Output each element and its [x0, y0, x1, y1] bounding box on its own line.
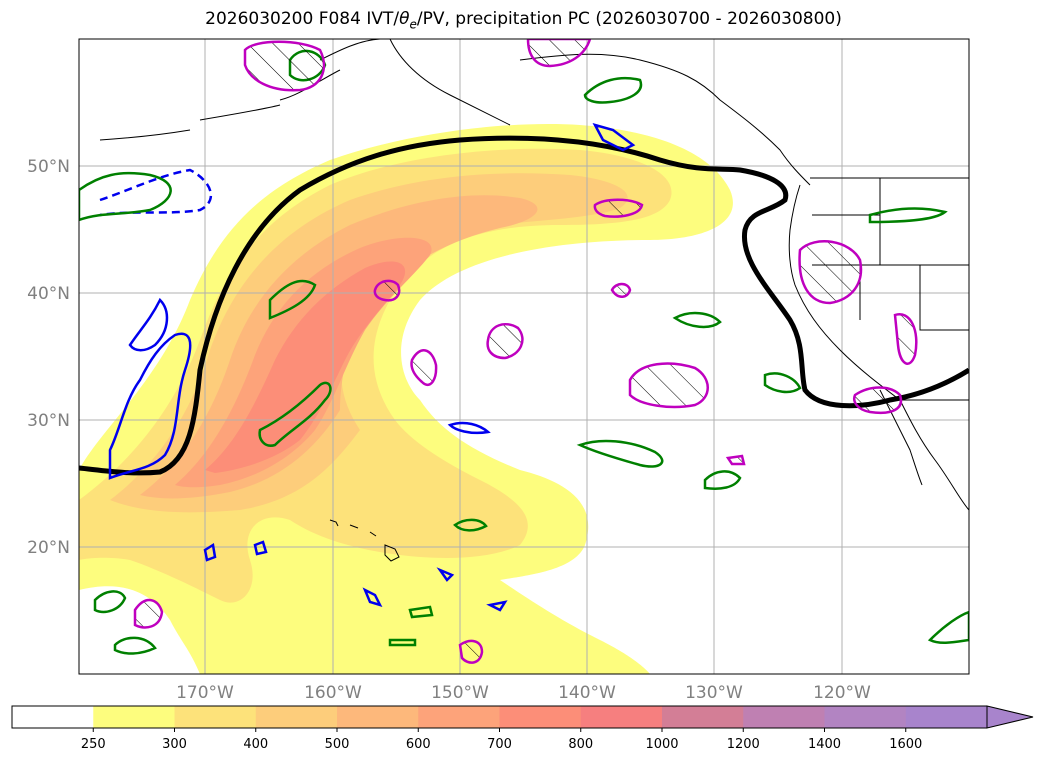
title-prefix: 2026030200 F084 IVT/: [205, 9, 400, 29]
theta-e-contour: [79, 135, 969, 476]
precip-pos-east1: [576, 439, 664, 468]
colorbar-tick-label: 1000: [645, 737, 678, 752]
colorbar-segment: [662, 706, 744, 728]
lon-tick-label: 170°W: [176, 683, 234, 703]
colorbar-tick-label: 1200: [727, 737, 760, 752]
map-title: 2026030200 F084 IVT/θe/PV, precipitation…: [0, 9, 1047, 31]
precip-negative-contours: [133, 39, 918, 664]
precip-pos-coast: [868, 207, 948, 224]
precip-pos-center: [672, 311, 722, 329]
colorbar-segment: [580, 706, 663, 728]
precip-neg-ne: [593, 198, 644, 218]
lon-tick-label: 120°W: [813, 683, 871, 703]
title-suffix: /PV, precipitation PC (2026030700 - 2026…: [416, 9, 842, 29]
colorbar-segment: [743, 706, 825, 728]
precip-neg-center3: [628, 362, 709, 409]
colorbar-segment: [255, 706, 338, 728]
precip-neg-center1: [486, 323, 524, 360]
pv-contour-south: [362, 567, 508, 612]
lat-tick-label: 50°N: [27, 157, 70, 177]
map-plot-area: [79, 39, 969, 674]
lon-tick-label: 150°W: [431, 683, 489, 703]
precip-pos-ar1: [268, 279, 317, 320]
precip-neg-small1: [610, 282, 632, 298]
colorbar-tick-label: 300: [162, 737, 187, 752]
colorbar-tick-label: 600: [406, 737, 431, 752]
colorbar-tick-label: 500: [325, 737, 350, 752]
colorbar-tick-label: 400: [243, 737, 268, 752]
lat-tick-label: 40°N: [27, 284, 70, 304]
precip-pos-ar2: [258, 381, 332, 447]
pv-contour-hawaii-a: [203, 542, 217, 562]
precip-pos-south: [93, 518, 488, 655]
lat-tick-labels: 20°N 30°N 40°N 50°N: [27, 157, 70, 558]
lon-tick-label: 140°W: [558, 683, 616, 703]
colorbar-segment: [499, 706, 582, 728]
title-theta-sub: e: [409, 17, 417, 32]
colorbar-segment: [12, 706, 94, 728]
precip-neg-south: [133, 598, 484, 664]
colorbar: 250 300 400 500 600 700 800 1000 1200 1400 1600: [11, 705, 1034, 752]
precip-pos-gulf: [583, 76, 643, 104]
colorbar-segment: [93, 706, 175, 728]
pv-contour-mid: [447, 421, 491, 435]
pv-contour-coast: [592, 123, 636, 152]
precip-pos-nw: [79, 171, 172, 222]
precip-pos-sw: [927, 610, 969, 644]
lon-tick-label: 130°W: [685, 683, 743, 703]
colorbar-segment: [174, 706, 257, 728]
lat-tick-label: 20°N: [27, 538, 70, 558]
colorbar-segment: [905, 706, 988, 728]
precip-pos-east2: [703, 470, 742, 490]
colorbar-segment: [824, 706, 907, 728]
map-frame: [78, 38, 970, 675]
colorbar-tick-label: 700: [487, 737, 512, 752]
colorbar-tick-label: 1400: [808, 737, 841, 752]
precip-neg-small2: [725, 454, 746, 466]
precip-neg-alaska: [243, 40, 326, 92]
precip-neg-mid: [373, 279, 401, 302]
colorbar-tick-label: 250: [81, 737, 106, 752]
lon-tick-labels: 170°W 160°W 150°W 140°W 130°W 120°W: [176, 683, 871, 703]
pv-contour-west: [108, 332, 192, 480]
precip-neg-center2: [410, 349, 438, 387]
colorbar-segment: [337, 706, 419, 728]
lon-tick-label: 160°W: [304, 683, 362, 703]
colorbar-segment: [418, 706, 500, 728]
precip-neg-baja: [853, 313, 918, 414]
precip-neg-california: [798, 240, 863, 305]
lat-tick-label: 30°N: [27, 411, 70, 431]
precip-neg-gulf: [526, 39, 592, 68]
west-coast: [788, 184, 969, 511]
precip-pos-ca: [763, 372, 802, 394]
colorbar-tick-label: 1600: [889, 737, 922, 752]
pv-contours: [99, 123, 636, 612]
hawaii-islands: [329, 519, 400, 562]
colorbar-extend-arrow: [986, 705, 1034, 729]
pv-contour-small: [128, 297, 169, 352]
title-theta: θ: [399, 9, 410, 29]
colorbar-tick-label: 800: [568, 737, 593, 752]
pv-contour-hawaii-b: [253, 540, 268, 556]
